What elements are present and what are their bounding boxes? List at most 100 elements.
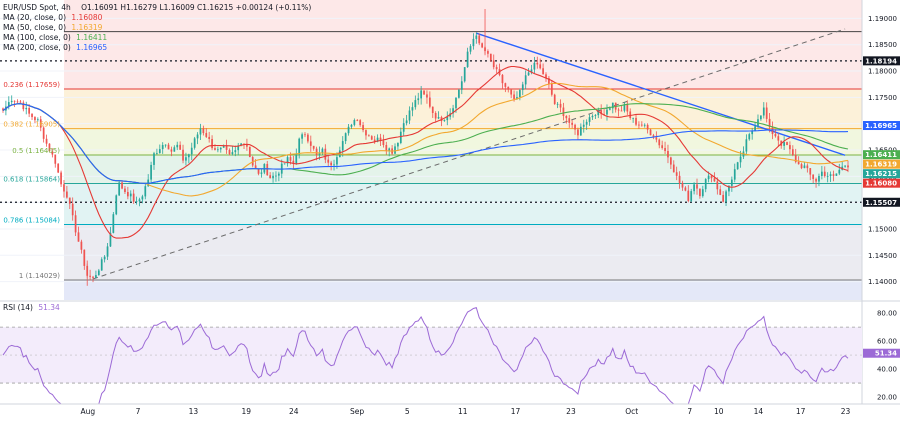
candle-body bbox=[606, 109, 608, 115]
candle-body bbox=[428, 97, 431, 107]
candle-body bbox=[121, 182, 123, 189]
price-tick-label: 1.14000 bbox=[868, 278, 897, 286]
candle-body bbox=[582, 124, 585, 127]
candle-body bbox=[519, 90, 521, 98]
candle-body bbox=[327, 159, 330, 163]
candle-body bbox=[36, 119, 39, 121]
candle-body bbox=[234, 150, 237, 153]
time-tick-label: 10 bbox=[714, 407, 724, 416]
candle-body bbox=[516, 97, 518, 99]
candle-body bbox=[365, 130, 367, 136]
candle-body bbox=[452, 108, 454, 114]
candle-body bbox=[263, 163, 266, 173]
rsi-legend[interactable]: RSI (14) 51.34 bbox=[3, 303, 60, 312]
candle-body bbox=[797, 161, 800, 165]
candle-body bbox=[42, 127, 45, 139]
candle-body bbox=[533, 62, 536, 70]
candle-body bbox=[237, 145, 240, 151]
trend-lines bbox=[92, 28, 846, 280]
candle-body bbox=[539, 64, 542, 69]
price-tick-label: 1.17500 bbox=[868, 94, 897, 102]
candle-body bbox=[16, 101, 19, 103]
time-tick-label: 24 bbox=[289, 407, 299, 416]
candle-body bbox=[307, 134, 309, 142]
legend-ma100[interactable]: MA (100, close, 0) 1.16411 bbox=[3, 33, 311, 43]
candle-body bbox=[513, 94, 515, 99]
candle-body bbox=[643, 124, 646, 126]
candle-body bbox=[577, 129, 579, 136]
rsi-tick-label: 80.00 bbox=[877, 310, 897, 318]
candle-body bbox=[437, 117, 440, 119]
candle-body bbox=[97, 270, 100, 276]
candle-body bbox=[376, 137, 379, 142]
price-tag-label: 1.16965 bbox=[865, 122, 897, 130]
candle-body bbox=[289, 157, 292, 161]
candle-body bbox=[243, 143, 245, 145]
fib-label: 0.618 (1.15864) bbox=[3, 175, 60, 183]
candle-body bbox=[417, 98, 420, 101]
candle-body bbox=[315, 148, 318, 156]
candle-body bbox=[579, 126, 582, 136]
candle-body bbox=[527, 72, 530, 76]
candle-body bbox=[211, 138, 213, 149]
fib-band bbox=[64, 224, 862, 281]
candle-body bbox=[460, 81, 463, 90]
price-tag-bg bbox=[863, 56, 900, 66]
candle-body bbox=[89, 275, 91, 277]
candle-body bbox=[63, 184, 65, 192]
candle-body bbox=[748, 134, 751, 140]
fib-band bbox=[64, 183, 862, 225]
legend-ma200[interactable]: MA (200, close, 0) 1.16965 bbox=[3, 43, 311, 53]
candle-body bbox=[124, 188, 126, 192]
candle-body bbox=[574, 124, 576, 130]
candle-body bbox=[80, 241, 83, 250]
candle-body bbox=[565, 115, 568, 119]
candle-body bbox=[754, 126, 756, 131]
candle-body bbox=[771, 127, 774, 135]
candle-body bbox=[681, 182, 684, 188]
candle-body bbox=[118, 182, 121, 196]
candle-body bbox=[847, 165, 849, 168]
candle-body bbox=[487, 51, 489, 54]
candle-body bbox=[728, 185, 730, 192]
fib-band bbox=[64, 89, 862, 129]
candle-body bbox=[815, 178, 817, 182]
time-tick-label: 17 bbox=[511, 407, 521, 416]
candle-body bbox=[394, 146, 396, 154]
candle-body bbox=[150, 164, 152, 180]
candle-body bbox=[19, 101, 22, 103]
legend-ma20[interactable]: MA (20, close, 0) 1.16080 bbox=[3, 13, 311, 23]
candle-body bbox=[45, 138, 48, 144]
price-tick-label: 1.18500 bbox=[868, 41, 897, 49]
candle-body bbox=[301, 134, 303, 139]
candle-body bbox=[719, 189, 722, 195]
fib-label: 0.786 (1.15084) bbox=[3, 217, 60, 225]
candle-body bbox=[632, 117, 634, 119]
candle-body bbox=[379, 137, 382, 141]
candle-body bbox=[10, 100, 13, 103]
ma50-value: 1.16319 bbox=[71, 23, 103, 32]
candle-body bbox=[733, 169, 736, 180]
candle-body bbox=[626, 104, 629, 112]
rsi-value-label: 51.34 bbox=[875, 350, 897, 358]
candle-body bbox=[304, 134, 306, 136]
candle-body bbox=[588, 117, 591, 122]
candle-body bbox=[434, 112, 437, 119]
candle-body bbox=[397, 142, 399, 147]
candle-body bbox=[158, 149, 161, 154]
candle-body bbox=[791, 149, 794, 156]
candle-body bbox=[521, 84, 524, 91]
candle-body bbox=[832, 174, 835, 176]
time-tick-label: 7 bbox=[687, 407, 692, 416]
legend-ma50[interactable]: MA (50, close, 0) 1.16319 bbox=[3, 23, 311, 33]
candle-body bbox=[687, 190, 690, 201]
candle-body bbox=[350, 124, 353, 127]
candle-body bbox=[713, 178, 716, 182]
ma20-value: 1.16080 bbox=[71, 13, 103, 22]
candle-body bbox=[356, 120, 359, 121]
candle-body bbox=[458, 89, 460, 98]
legend-title: EUR/USD Spot, 4h O1.16091 H1.16279 L1.16… bbox=[3, 3, 311, 13]
candle-body bbox=[240, 143, 242, 146]
candle-body bbox=[469, 46, 472, 52]
